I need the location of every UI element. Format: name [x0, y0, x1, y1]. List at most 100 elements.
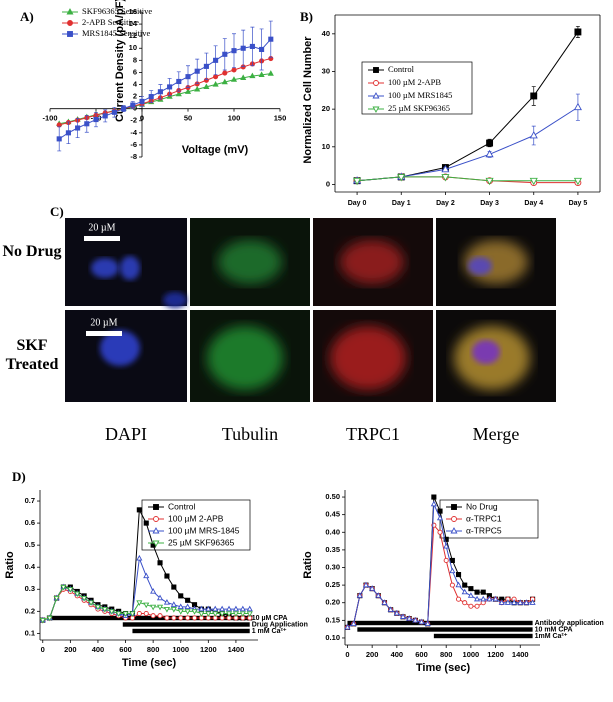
legend-label: 100 µM 2-APB: [168, 513, 224, 523]
marker: [441, 174, 450, 182]
marker: [203, 83, 210, 90]
legend-box: [361, 61, 473, 115]
marker: [143, 610, 149, 617]
marker: [222, 70, 228, 76]
marker: [474, 603, 480, 609]
column-label: Merge: [473, 424, 520, 444]
scale-bar-label: 20 µM: [90, 317, 117, 328]
y-axis-label: Ratio: [302, 551, 314, 579]
marker: [356, 592, 363, 598]
y-tick-label: 0.10: [325, 633, 340, 642]
marker: [130, 102, 136, 108]
x-tick-label: 100: [228, 114, 241, 123]
marker: [529, 599, 536, 605]
x-tick-label: 150: [274, 114, 287, 123]
marker: [157, 560, 163, 566]
marker: [129, 611, 136, 617]
marker: [143, 602, 150, 609]
marker: [205, 605, 212, 612]
y-tick-label: -4: [130, 128, 137, 137]
marker: [530, 92, 538, 100]
x-tick-label: 600: [415, 650, 428, 659]
x-tick-label: 400: [92, 645, 105, 654]
y-tick-label: 0.15: [325, 615, 340, 624]
x-tick-label: 200: [366, 650, 379, 659]
column-label: TRPC1: [346, 424, 400, 444]
x-tick-label: 1000: [463, 650, 480, 659]
marker: [87, 600, 95, 606]
marker: [102, 113, 108, 119]
marker: [178, 593, 184, 599]
y-tick-label: 0.7: [25, 496, 35, 505]
marker: [373, 80, 379, 86]
legend-label: α-TRPC1: [466, 513, 502, 523]
marker: [467, 592, 474, 598]
y-tick-label: 40: [322, 29, 330, 38]
marker: [184, 609, 191, 615]
y-axis-label: Current Density (pA/pF): [114, 0, 126, 122]
marker: [185, 74, 191, 80]
marker: [225, 611, 233, 617]
marker: [258, 71, 265, 77]
marker: [175, 90, 182, 97]
legend-label: 25 µM SKF96365: [168, 537, 235, 547]
y-tick-label: 8: [133, 55, 137, 64]
x-tick-label: Day 2: [436, 200, 455, 207]
y-tick-label: 10: [322, 142, 330, 151]
marker: [375, 592, 382, 598]
marker: [198, 605, 205, 612]
marker: [163, 599, 171, 605]
legend-label: SKF96365 Sensitive: [82, 6, 152, 16]
marker: [451, 516, 457, 522]
marker: [46, 615, 53, 622]
marker: [441, 164, 450, 173]
x-tick-label: 0: [345, 650, 349, 659]
marker: [485, 177, 494, 186]
marker: [191, 609, 198, 615]
y-tick-label: -8: [130, 152, 137, 161]
time-bar: [132, 628, 250, 634]
x-axis-label: Time (sec): [416, 662, 471, 674]
marker: [81, 595, 88, 602]
marker: [164, 573, 170, 579]
time-bar-label: Drug Application: [252, 621, 308, 628]
legend-label: 100 µM 2-APB: [388, 77, 441, 87]
y-tick-label: 0.25: [325, 580, 340, 589]
marker: [449, 582, 455, 588]
marker: [498, 599, 505, 605]
marker: [108, 609, 115, 615]
marker: [122, 611, 129, 617]
y-tick-label: 0.20: [325, 598, 340, 607]
marker: [84, 121, 90, 127]
legend-label: α-TRPC5: [466, 525, 502, 535]
marker: [450, 527, 458, 534]
marker: [393, 609, 400, 616]
marker: [203, 63, 209, 69]
marker: [462, 582, 468, 588]
x-tick-label: 1400: [228, 645, 245, 654]
marker: [485, 149, 494, 158]
x-tick-label: 1200: [200, 645, 217, 654]
marker: [246, 605, 253, 612]
marker: [268, 36, 274, 42]
y-tick-label: -2: [130, 116, 137, 125]
marker: [381, 599, 388, 605]
y-tick-label: 0.5: [25, 540, 35, 549]
marker: [39, 618, 46, 624]
y-tick-label: 0.4: [25, 562, 36, 571]
time-bar-label: 1 mM Ca²⁺: [252, 628, 287, 635]
x-tick-label: 200: [64, 645, 77, 654]
y-tick-label: 0.30: [325, 562, 340, 571]
y-tick-label: 0.6: [25, 518, 35, 527]
marker: [191, 615, 198, 621]
marker: [449, 567, 456, 574]
time-bar-label: 10 µM CPA: [252, 615, 288, 622]
x-tick-label: 800: [440, 650, 453, 659]
time-bar: [122, 622, 250, 627]
marker: [170, 606, 177, 613]
marker: [249, 43, 255, 49]
time-bar: [357, 627, 533, 632]
y-tick-label: 16: [129, 7, 137, 16]
marker: [185, 597, 191, 603]
scale-bar-label: 20 µM: [88, 222, 115, 233]
